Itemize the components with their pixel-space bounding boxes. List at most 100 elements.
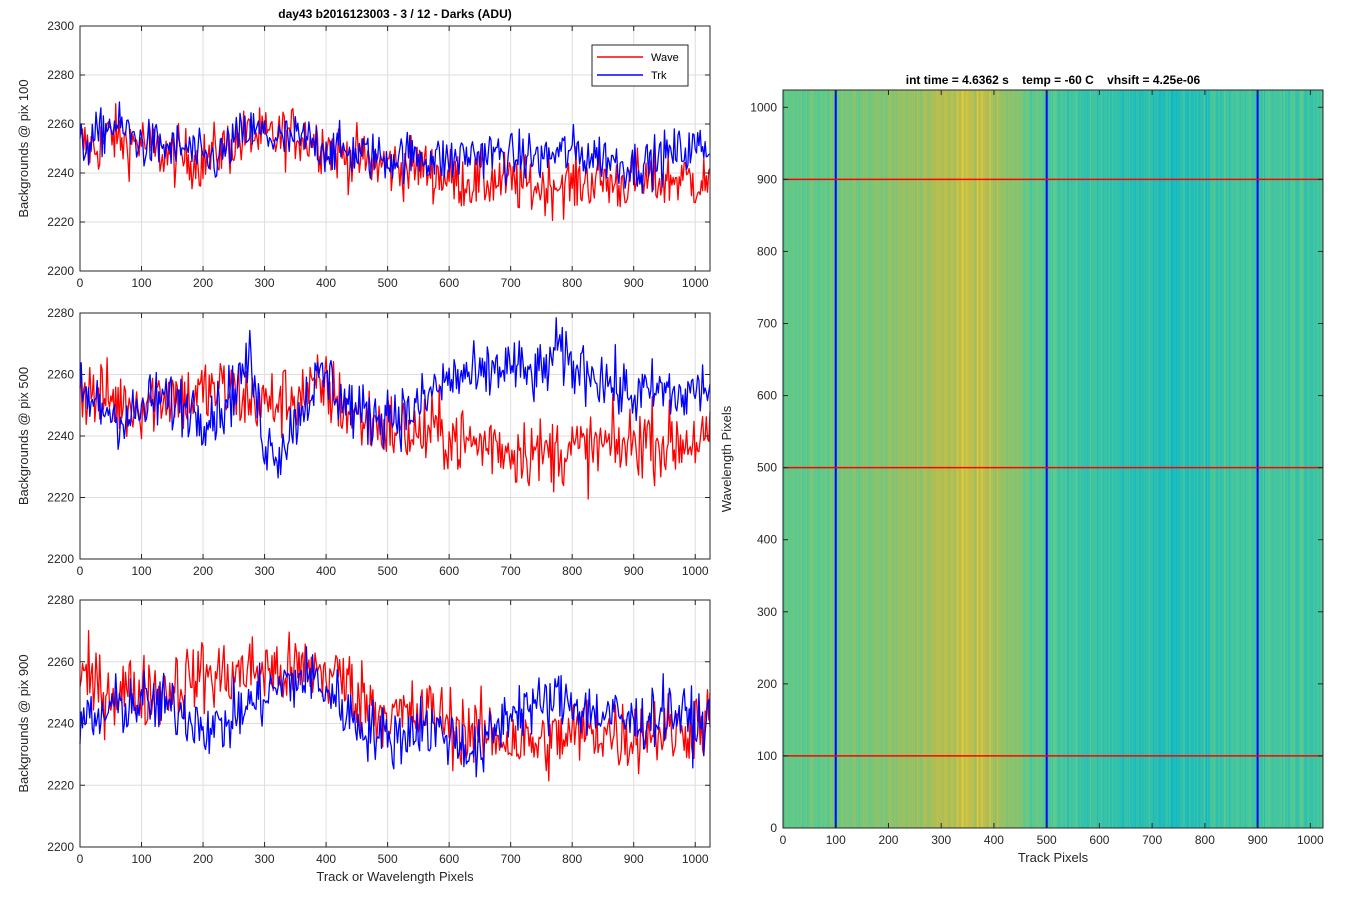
heatmap-column <box>1068 90 1071 828</box>
heatmap-column <box>923 90 925 828</box>
heatmap-column <box>824 90 826 828</box>
heatmap-column <box>1313 90 1315 828</box>
heatmap-column <box>1086 90 1089 828</box>
heatmap-column <box>1044 90 1047 828</box>
heatmap-column <box>979 90 981 828</box>
heatmap-column <box>851 90 853 828</box>
heatmap-column <box>1102 90 1105 828</box>
heatmap-column <box>875 90 878 828</box>
heatmap-column <box>1051 90 1054 828</box>
heatmap-column <box>1162 90 1165 828</box>
heatmap-column <box>1254 90 1256 828</box>
heatmap-column <box>1232 90 1234 828</box>
heatmap-column <box>968 90 971 828</box>
x-tick-label: 200 <box>193 276 213 290</box>
heatmap-column <box>1217 90 1219 828</box>
heatmap-column <box>1229 90 1231 828</box>
heatmap-column <box>901 90 903 828</box>
heatmap-column <box>1239 90 1242 828</box>
heatmap-column <box>902 90 904 828</box>
heatmap-column <box>1145 90 1148 828</box>
heatmap-column <box>913 90 916 828</box>
y-tick-label: 1000 <box>750 100 777 114</box>
heatmap-column <box>1316 90 1319 828</box>
heatmap-column <box>1230 90 1232 828</box>
heatmap-column <box>1058 90 1060 828</box>
heatmap-column <box>1274 90 1276 828</box>
heatmap-column <box>1076 90 1078 828</box>
heatmap-column <box>1018 90 1020 828</box>
heatmap-column <box>1312 90 1314 828</box>
heatmap-column <box>1146 90 1149 828</box>
heatmap-column <box>820 90 823 828</box>
heatmap-column <box>1025 90 1028 828</box>
heatmap-column <box>1112 90 1114 828</box>
wavelength-marker-lines <box>783 178 1323 757</box>
heatmap-column <box>832 90 835 828</box>
heatmap-column <box>1260 90 1263 828</box>
heatmap-column <box>1085 90 1088 828</box>
heatmap-column <box>1200 90 1203 828</box>
heatmap-column <box>962 90 964 828</box>
x-tick-label: 600 <box>439 852 459 866</box>
heatmap-column <box>818 90 821 828</box>
heatmap-column <box>967 90 970 828</box>
heatmap-column <box>874 90 877 828</box>
heatmap-column <box>805 90 807 828</box>
heatmap-column <box>1224 90 1227 828</box>
heatmap-column <box>1204 90 1207 828</box>
legend-label-trk: Trk <box>651 70 667 82</box>
heatmap-column <box>998 90 1000 828</box>
heatmap-column <box>1140 90 1142 828</box>
heatmap-column <box>1277 90 1280 828</box>
heatmap-column <box>1043 90 1045 828</box>
heatmap-column <box>943 90 945 828</box>
heatmap-column <box>866 90 868 828</box>
heatmap-column <box>1275 90 1277 828</box>
heatmap-column <box>787 90 789 828</box>
heatmap-column <box>865 90 867 828</box>
heatmap-column <box>895 90 898 828</box>
heatmap-column <box>1268 90 1270 828</box>
heatmap-column <box>1023 90 1025 828</box>
heatmap-column <box>1031 90 1034 828</box>
heatmap-column <box>882 90 884 828</box>
heatmap-column <box>1138 90 1140 828</box>
heatmap-column <box>1132 90 1134 828</box>
heatmap-column <box>830 90 832 828</box>
heatmap-column <box>1029 90 1032 828</box>
heatmap-column <box>897 90 900 828</box>
heatmap-column <box>1106 90 1109 828</box>
heatmap-column <box>1246 90 1248 828</box>
heatmap-column <box>1050 90 1053 828</box>
heatmap-column <box>1117 90 1119 828</box>
heatmap-column <box>1020 90 1022 828</box>
heatmap-column <box>946 90 948 828</box>
heatmap-column <box>1276 90 1279 828</box>
x-tick-label: 200 <box>878 833 898 847</box>
heatmap-column <box>1218 90 1221 828</box>
heatmap-column <box>1160 90 1163 828</box>
heatmap-column <box>823 90 825 828</box>
heatmap-column <box>959 90 961 828</box>
heatmap-column <box>1212 90 1214 828</box>
y-tick-label: 600 <box>757 389 777 403</box>
x-tick-label: 700 <box>501 852 521 866</box>
heatmap-column <box>1189 90 1191 828</box>
heatmap-column <box>1211 90 1213 828</box>
heatmap-column <box>1105 90 1108 828</box>
heatmap-column <box>1114 90 1116 828</box>
track-marker-lines <box>834 90 1259 828</box>
heatmap-column <box>907 90 909 828</box>
series-trk-line <box>79 317 711 479</box>
y-tick-label: 700 <box>757 317 777 331</box>
x-tick-label: 900 <box>624 564 644 578</box>
heatmap-column <box>1206 90 1209 828</box>
heatmap-column <box>1041 90 1043 828</box>
heatmap-column <box>915 90 918 828</box>
heatmap-column <box>964 90 966 828</box>
heatmap-column <box>990 90 993 828</box>
heatmap-column <box>1027 90 1030 828</box>
heatmap-column <box>831 90 833 828</box>
heatmap-column <box>1298 90 1301 828</box>
